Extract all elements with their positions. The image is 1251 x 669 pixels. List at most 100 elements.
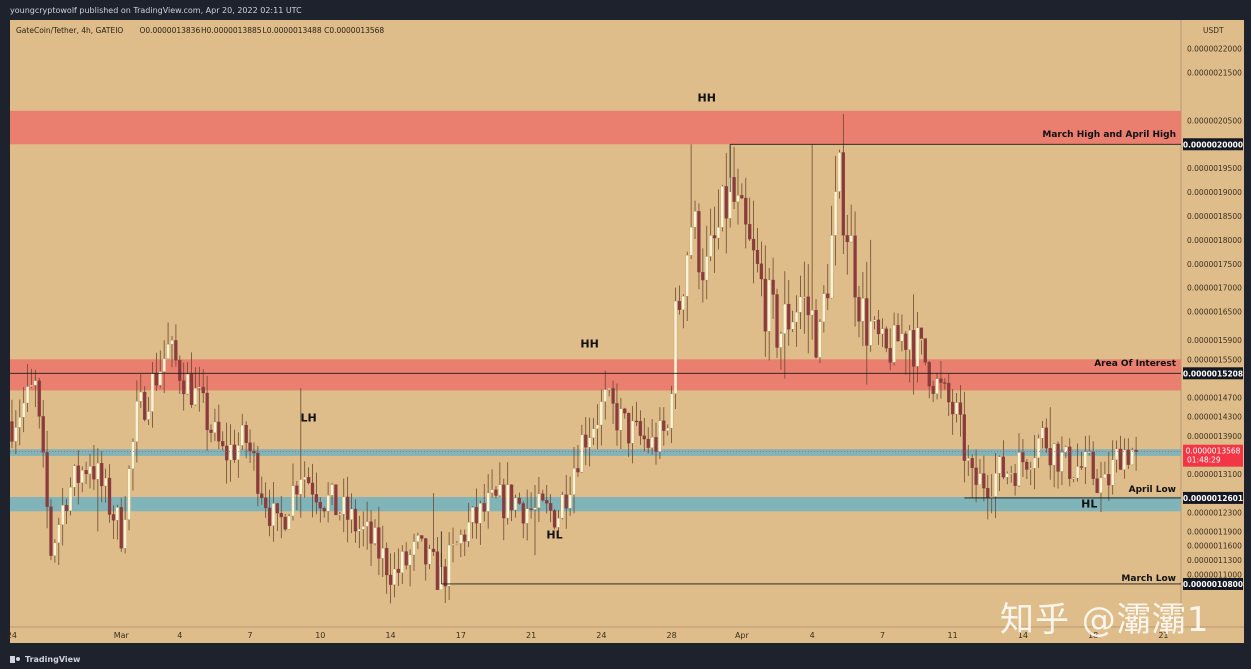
candle-body-127 (506, 484, 510, 519)
y-tick-label-4: 0.0000019000 (1187, 188, 1242, 197)
candle-body-280 (1103, 474, 1107, 479)
annotation-1: HH (580, 337, 598, 350)
candle-body-273 (1075, 466, 1080, 479)
candle-body-230 (908, 329, 912, 350)
candle-body-75 (303, 476, 307, 480)
candle-body-187 (740, 195, 744, 199)
y-tick-label-20: 0.0000011000 (1187, 570, 1242, 579)
candle-body-134 (533, 507, 537, 510)
y-tick-label-9: 0.0000016500 (1187, 308, 1242, 317)
x-tick-label-4: 10 (315, 631, 325, 640)
candle-body-288 (1134, 449, 1138, 452)
candle-body-264 (1040, 427, 1045, 439)
candle-body-93 (373, 527, 377, 544)
candle-body-57 (232, 444, 237, 460)
symbol-title: GateCoin/Tether, 4h, GATEIO (16, 26, 123, 35)
candle-body-41 (170, 340, 174, 345)
candle-body-287 (1130, 449, 1134, 465)
candle-body-39 (162, 358, 166, 372)
candle-body-259 (1021, 452, 1025, 463)
candle-body-2 (18, 416, 22, 428)
candle-body-164 (650, 437, 654, 448)
candle-body-67 (271, 503, 276, 526)
candle-body-170 (673, 300, 678, 394)
candle-body-68 (275, 503, 280, 514)
candle-body-106 (424, 538, 428, 565)
candle-body-149 (591, 428, 596, 439)
candle-body-168 (666, 428, 670, 431)
candle-body-1 (14, 427, 18, 442)
tradingview-footer[interactable]: TradingView (10, 652, 80, 666)
candle-body-235 (927, 362, 931, 387)
publisher-line: youngcryptowolf published on TradingView… (10, 6, 302, 15)
candle-body-70 (283, 516, 287, 530)
candle-body-173 (685, 255, 689, 297)
candle-body-274 (1079, 466, 1084, 468)
candle-body-260 (1025, 461, 1029, 470)
candle-body-159 (630, 420, 635, 444)
candle-body-141 (560, 494, 564, 519)
annotation-2: LH (300, 411, 316, 424)
x-tick-label-5: 14 (385, 631, 395, 640)
candle-body-107 (427, 548, 432, 565)
x-tick-label-6: 17 (456, 631, 466, 640)
candle-body-171 (677, 300, 682, 310)
candle-body-45 (185, 373, 190, 395)
candle-body-177 (701, 271, 705, 281)
candle-body-271 (1068, 446, 1072, 479)
candle-body-71 (287, 515, 291, 530)
candle-body-26 (111, 514, 116, 521)
candle-body-154 (611, 388, 615, 404)
candle-body-46 (189, 373, 194, 405)
candle-body-116 (463, 534, 467, 542)
candle-body-174 (689, 226, 693, 256)
candle-body-66 (267, 507, 272, 526)
level-price-tag-2 (1183, 491, 1243, 504)
candle-body-186 (736, 195, 740, 202)
candle-body-160 (634, 420, 639, 423)
candle-body-165 (654, 437, 658, 452)
x-tick-label-10: Apr (735, 631, 750, 640)
candle-body-283 (1114, 448, 1119, 460)
candle-body-193 (763, 278, 767, 332)
y-tick-label-16: 0.0000012300 (1187, 508, 1242, 517)
candle-body-155 (615, 403, 619, 431)
candle-body-190 (751, 238, 756, 251)
candle-body-202 (798, 296, 803, 313)
candle-body-112 (447, 544, 451, 587)
candle-body-167 (662, 420, 666, 431)
candle-body-65 (264, 497, 268, 509)
candle-body-217 (857, 297, 861, 322)
candle-body-200 (790, 321, 795, 330)
candle-body-128 (509, 484, 514, 511)
candle-body-25 (107, 477, 112, 515)
y-tick-label-5: 0.0000018500 (1187, 212, 1242, 221)
candle-body-85 (342, 496, 346, 515)
candle-body-180 (712, 235, 717, 239)
candle-body-59 (240, 425, 244, 446)
y-tick-label-11: 0.0000015500 (1187, 355, 1242, 364)
candle-body-255 (1005, 473, 1009, 478)
x-tick-label-14: 14 (1018, 631, 1028, 640)
candle-body-209 (826, 293, 830, 299)
candle-body-60 (244, 425, 248, 443)
candle-body-42 (174, 340, 178, 361)
candle-body-223 (880, 328, 885, 335)
candle-body-9 (45, 452, 49, 507)
y-tick-label-18: 0.0000011600 (1187, 542, 1242, 551)
candle-body-4 (25, 386, 30, 404)
candle-body-8 (41, 416, 45, 453)
candle-body-143 (568, 494, 572, 509)
candle-body-220 (869, 321, 873, 346)
candle-body-102 (408, 554, 412, 566)
y-tick-label-15: 0.0000013100 (1187, 470, 1242, 479)
candle-body-36 (150, 373, 155, 412)
candle-body-242 (954, 402, 959, 415)
candle-body-245 (966, 458, 970, 461)
candle-body-87 (349, 508, 354, 520)
x-tick-label-15: 18 (1088, 631, 1098, 640)
candle-body-286 (1126, 449, 1130, 465)
candle-body-157 (623, 408, 627, 414)
candle-body-188 (744, 197, 748, 225)
